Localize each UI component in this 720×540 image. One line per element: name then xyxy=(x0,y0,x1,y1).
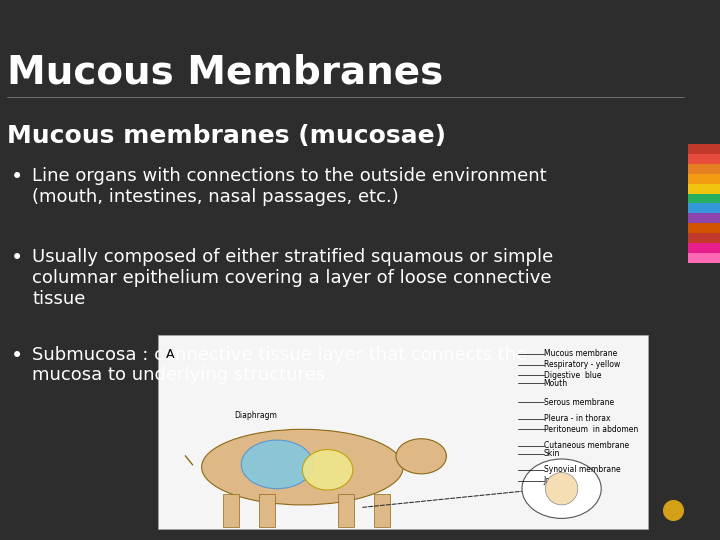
Bar xyxy=(688,204,720,213)
Text: Joints: Joints xyxy=(544,476,564,485)
Text: Cutaneous membrane: Cutaneous membrane xyxy=(544,441,629,450)
Bar xyxy=(688,193,720,204)
Bar xyxy=(688,223,720,233)
Bar xyxy=(259,494,275,526)
Text: Line organs with connections to the outside environment
(mouth, intestines, nasa: Line organs with connections to the outs… xyxy=(32,167,547,206)
Ellipse shape xyxy=(546,472,578,505)
Text: Mucous Membranes: Mucous Membranes xyxy=(7,54,444,92)
Ellipse shape xyxy=(241,440,313,489)
Text: Usually composed of either stratified squamous or simple
columnar epithelium cov: Usually composed of either stratified sq… xyxy=(32,248,554,308)
Bar xyxy=(688,164,720,174)
Bar xyxy=(688,233,720,243)
Ellipse shape xyxy=(202,429,403,505)
Circle shape xyxy=(522,459,601,518)
Text: Respiratory - yellow: Respiratory - yellow xyxy=(544,360,620,369)
Ellipse shape xyxy=(302,449,353,490)
Text: Digestive  blue: Digestive blue xyxy=(544,371,601,380)
Text: Skin: Skin xyxy=(544,449,560,458)
Text: Submucosa : connective tissue layer that connects the
mucosa to underlying struc: Submucosa : connective tissue layer that… xyxy=(32,346,528,384)
Bar xyxy=(374,494,390,526)
Bar xyxy=(688,213,720,223)
Bar xyxy=(688,243,720,253)
Text: Synovial membrane: Synovial membrane xyxy=(544,465,620,474)
Bar xyxy=(688,144,720,154)
Ellipse shape xyxy=(396,438,446,474)
Bar xyxy=(223,494,239,526)
Text: Serous membrane: Serous membrane xyxy=(544,398,613,407)
Text: Mucous membranes (mucosae): Mucous membranes (mucosae) xyxy=(7,124,446,148)
Bar xyxy=(688,253,720,263)
Text: •: • xyxy=(11,346,23,366)
Text: Mouth: Mouth xyxy=(544,379,568,388)
Text: •: • xyxy=(11,248,23,268)
Text: •: • xyxy=(11,167,23,187)
Text: Pleura - in thorax: Pleura - in thorax xyxy=(544,414,610,423)
Text: Peritoneum  in abdomen: Peritoneum in abdomen xyxy=(544,425,638,434)
Text: Mucous membrane: Mucous membrane xyxy=(544,349,617,358)
Bar xyxy=(338,494,354,526)
Point xyxy=(667,506,679,515)
Bar xyxy=(688,154,720,164)
Bar xyxy=(688,174,720,184)
Bar xyxy=(688,184,720,193)
Text: A: A xyxy=(166,348,174,361)
Bar xyxy=(158,335,648,529)
Text: Diaphragm: Diaphragm xyxy=(234,411,277,420)
